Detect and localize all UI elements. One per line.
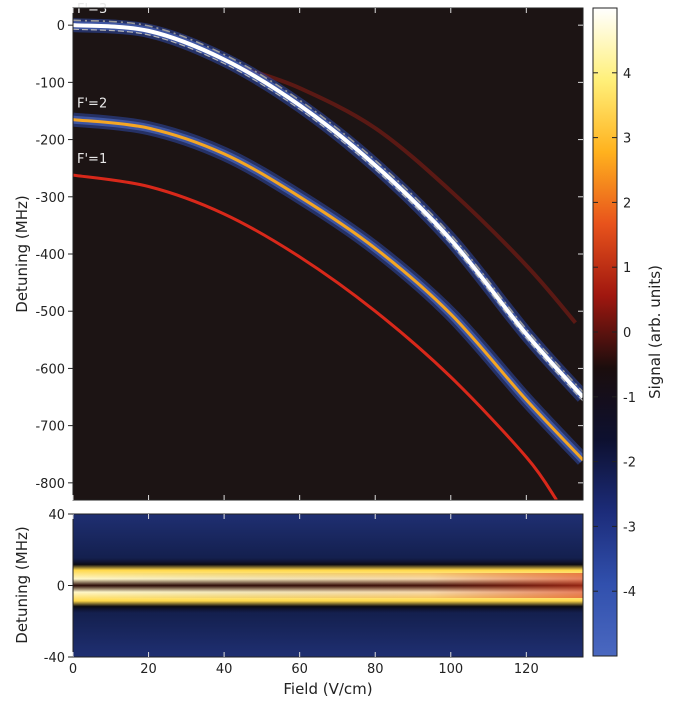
top-y-tick-label: -500 xyxy=(35,305,65,320)
x-tick-label: 100 xyxy=(438,662,463,677)
colorbar-tick-label: -1 xyxy=(623,391,636,406)
bottom-heatmap-panel: 0 20 40 60 80 100 120 40 0 -40 Detuning (MHz) Fi… xyxy=(13,508,584,698)
top-y-tick-label: -700 xyxy=(35,420,65,435)
x-tick-label: 60 xyxy=(291,662,308,677)
colorbar-tick-label: -2 xyxy=(623,456,636,471)
x-tick-label: 40 xyxy=(216,662,233,677)
fit-line-lower-f3 xyxy=(73,28,583,402)
colorbar-ticks: 4 3 2 1 0 -1 -2 -3 -4 xyxy=(593,67,636,600)
top-y-tick-label: -300 xyxy=(35,191,65,206)
bottom-y-tick-label: -40 xyxy=(44,651,65,666)
top-y-tick-label: 0 xyxy=(57,19,65,34)
colorbar-tick-label: -3 xyxy=(623,520,636,535)
x-tick-label: 20 xyxy=(140,662,157,677)
bottom-y-axis-title: Detuning (MHz) xyxy=(13,526,31,643)
x-tick-label: 120 xyxy=(514,662,539,677)
trace-f3 xyxy=(73,23,583,399)
bottom-y-tick-label: 40 xyxy=(48,508,65,523)
peak-label-f2: F'=2 xyxy=(77,97,107,112)
x-tick-label: 80 xyxy=(367,662,384,677)
top-heatmap-panel: F'=3 F'=2 F'=1 0 -100 -200 -300 -400 -500 -600 -7… xyxy=(13,2,584,501)
top-y-tick-label: -800 xyxy=(35,477,65,492)
fit-line-f3 xyxy=(73,19,583,393)
top-y-ticks: 0 -100 -200 -300 -400 -500 -600 -700 -800 xyxy=(35,19,583,492)
bottom-x-ticks: 0 20 40 60 80 100 120 xyxy=(69,514,539,677)
top-y-tick-label: -200 xyxy=(35,134,65,149)
peak-label-f1: F'=1 xyxy=(77,152,107,167)
top-y-axis-title: Detuning (MHz) xyxy=(13,195,31,312)
colorbar: 4 3 2 1 0 -1 -2 -3 -4 Signal (arb. units) xyxy=(592,7,664,657)
top-y-tick-label: -100 xyxy=(35,76,65,91)
colorbar-tick-label: 2 xyxy=(623,196,631,211)
top-y-tick-label: -400 xyxy=(35,248,65,263)
x-axis-title: Field (V/cm) xyxy=(283,680,372,697)
faint-trace xyxy=(242,66,577,324)
colorbar-tick-label: 4 xyxy=(623,67,631,82)
peak-labels: F'=3 F'=2 F'=1 xyxy=(77,2,107,167)
peak-label-f3: F'=3 xyxy=(77,2,107,17)
bottom-y-ticks: 40 0 -40 xyxy=(44,508,73,666)
top-heatmap-background xyxy=(73,8,583,500)
colorbar-label: Signal (arb. units) xyxy=(646,265,664,399)
bottom-signal-band-fade xyxy=(73,572,583,599)
colorbar-tick-label: 1 xyxy=(623,261,631,276)
trace-f1 xyxy=(73,173,558,500)
colorbar-tick-label: 0 xyxy=(623,326,631,341)
top-x-ticks xyxy=(72,8,527,500)
x-tick-label: 0 xyxy=(69,662,77,677)
trace-f2 xyxy=(73,118,583,461)
colorbar-tick-label: 3 xyxy=(623,132,631,147)
top-y-tick-label: -600 xyxy=(35,362,65,377)
top-heatmap-traces xyxy=(73,18,583,500)
bottom-y-tick-label: 0 xyxy=(57,580,65,595)
colorbar-tick-label: -4 xyxy=(623,585,636,600)
